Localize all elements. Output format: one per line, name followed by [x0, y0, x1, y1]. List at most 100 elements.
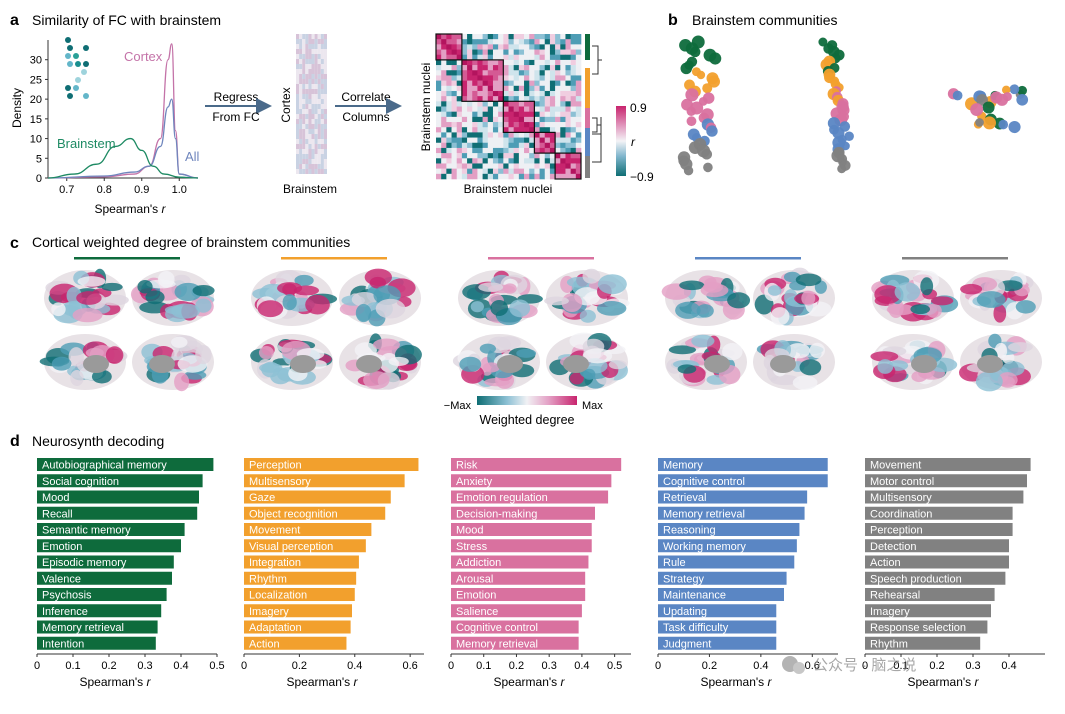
matrix2-cell [524, 90, 530, 97]
matrix2-cell [513, 147, 520, 154]
matrix2-cell [549, 80, 556, 87]
matrix1-cell [305, 129, 309, 134]
bar [658, 604, 777, 618]
matrix1-cell [308, 119, 312, 124]
matrix2-cell [461, 153, 468, 159]
brain-patch [354, 342, 377, 358]
matrix2-cell [529, 80, 535, 87]
matrix2-cell [549, 75, 556, 81]
matrix2-cell [492, 75, 499, 81]
matrix1-cell [320, 59, 324, 64]
matrix2-cell [492, 168, 499, 175]
matrix2-cell [467, 85, 473, 92]
matrix2-cell [570, 39, 577, 45]
matrix2-cell [477, 122, 483, 128]
bar [451, 458, 622, 471]
matrix2-cell [539, 90, 546, 97]
matrix2-cell [498, 90, 504, 97]
bar [865, 458, 1031, 471]
matrix2-cell [565, 59, 571, 66]
matrix1-cell [317, 114, 321, 119]
matrix2-cell [498, 85, 504, 92]
matrix2-cell [529, 137, 535, 144]
matrix1-cell [323, 74, 327, 79]
matrix2-cell [524, 70, 530, 76]
density-label-cortex: Cortex [124, 49, 163, 64]
matrix2-cell [508, 80, 514, 87]
matrix2-cell [482, 75, 489, 81]
bar-x-tick-label: 0.4 [574, 660, 589, 672]
matrix2-cell [529, 142, 535, 149]
bar [244, 474, 405, 488]
matrix2-cell [446, 137, 452, 144]
matrix2-cell [534, 101, 540, 107]
matrix2-cell [487, 168, 494, 175]
matrix1-cell [314, 49, 318, 54]
matrix2-cell [570, 163, 577, 169]
matrix1-cell [320, 164, 324, 169]
strip-blue [585, 128, 590, 156]
matrix2-cell [575, 59, 582, 66]
bar [658, 523, 800, 536]
matrix2-cell [441, 137, 447, 144]
brain-patch [145, 290, 165, 305]
matrix2-cell [513, 49, 520, 56]
matrix2-cell [461, 70, 468, 76]
bar-label: Adaptation [249, 622, 302, 634]
bar [37, 523, 185, 536]
matrix2-cell [498, 132, 504, 138]
matrix2-cell [477, 132, 483, 138]
matrix2-cell [477, 101, 483, 107]
matrix2-cell [487, 173, 494, 180]
brain-surface-view [130, 270, 215, 326]
matrix1-cell [296, 79, 300, 84]
matrix2-cell [565, 39, 571, 45]
matrix2-cell [436, 54, 442, 61]
matrix2-cell [492, 96, 499, 102]
brain-patch [70, 369, 84, 386]
matrix2-cell [560, 132, 566, 138]
matrix1-cell [311, 144, 315, 149]
matrix2-cell [456, 96, 463, 102]
community-node [982, 116, 997, 130]
brain-patch [582, 348, 613, 364]
matrix2-cell [503, 49, 509, 56]
matrix2-cell [524, 59, 530, 66]
matrix2-cell [482, 106, 489, 112]
matrix2-cell [477, 70, 483, 76]
bar-x-axis-label: Spearman's r [80, 675, 152, 689]
bar-x-tick-label: 0 [862, 660, 868, 672]
panel-c-letter: c [10, 235, 19, 252]
matrix2-cell [534, 90, 540, 97]
matrix2-cell [529, 75, 535, 81]
matrix1-cell [299, 39, 303, 44]
matrix2-cell [544, 173, 551, 180]
brain-patch [799, 359, 822, 376]
matrix2-cell [503, 65, 509, 71]
matrix2-cell [508, 163, 514, 169]
matrix2-cell [555, 101, 561, 107]
weighted-degree-max: Max [582, 400, 603, 412]
matrix2-cell [487, 111, 494, 118]
matrix2-cell [446, 44, 452, 50]
cortex-brainstem-matrix [296, 34, 327, 174]
brain-patch [282, 283, 297, 296]
matrix2-cell [482, 70, 489, 76]
matrix2-cell [467, 163, 473, 169]
matrix1-cell [305, 134, 309, 139]
matrix2-cell [487, 122, 494, 128]
brain-patch [1007, 342, 1033, 353]
mini-dot [83, 61, 89, 67]
bar-label: Rhythm [249, 573, 287, 585]
matrix2-cell [451, 127, 458, 133]
matrix2-cell [560, 137, 566, 144]
matrix2-cell [529, 168, 535, 175]
matrix2-cell [487, 54, 494, 61]
matrix2-cell [446, 54, 452, 61]
brain-surface-view [871, 270, 959, 326]
matrix2-cell [477, 168, 483, 175]
matrix1-cell [323, 39, 327, 44]
brain-patch [696, 304, 714, 318]
matrix2-cell [451, 153, 458, 159]
matrix1-cell [302, 79, 306, 84]
